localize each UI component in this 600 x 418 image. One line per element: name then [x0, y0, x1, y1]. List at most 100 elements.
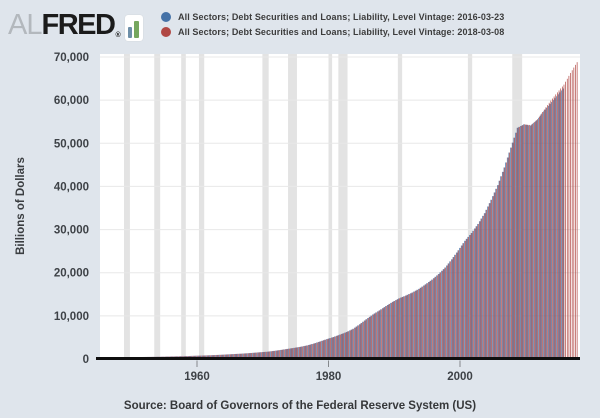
bar-vintage-2018: [537, 119, 539, 359]
bar-vintage-2018: [374, 313, 376, 359]
bar-vintage-2016: [405, 295, 406, 359]
bar-vintage-2018: [318, 341, 320, 359]
recession-band: [467, 54, 473, 359]
bar-vintage-2018: [530, 125, 532, 359]
bar-vintage-2018: [269, 351, 271, 359]
bar-vintage-2018: [532, 123, 534, 359]
bar-vintage-2018: [483, 215, 484, 359]
bar-vintage-2018: [520, 126, 522, 359]
bar-vintage-2018: [282, 349, 284, 359]
bar-vintage-2018: [540, 114, 542, 359]
y-tick-label: 40,000: [54, 181, 89, 193]
bar-vintage-2018: [557, 92, 558, 359]
bar-vintage-2018: [256, 352, 257, 359]
bar-vintage-2018: [547, 105, 548, 359]
bar-vintage-2018: [494, 192, 496, 359]
bar-vintage-2016: [482, 215, 483, 359]
bar-vintage-2016: [360, 323, 362, 359]
bar-vintage-2016: [225, 354, 227, 359]
bar-vintage-2018: [409, 294, 410, 359]
bar-vintage-2016: [419, 287, 421, 359]
bar-vintage-2018: [460, 247, 461, 359]
bar-vintage-2016: [291, 348, 293, 359]
bar-vintage-2018: [428, 281, 430, 359]
bar-vintage-2018: [417, 289, 419, 359]
bar-vintage-2016: [531, 124, 533, 359]
bar-vintage-2016: [533, 122, 534, 359]
bar-vintage-2016: [488, 203, 490, 359]
bar-vintage-2018: [298, 347, 300, 359]
bar-vintage-2018: [338, 335, 340, 359]
source-text: Source: Board of Governors of the Federa…: [123, 400, 477, 412]
bar-vintage-2016: [485, 209, 487, 359]
bar-vintage-2016: [301, 346, 303, 359]
bar-vintage-2018: [358, 325, 359, 359]
bar-vintage-2016: [242, 353, 243, 359]
bar-vintage-2018: [570, 72, 571, 360]
recession-band: [124, 54, 130, 359]
bar-vintage-2018: [499, 180, 501, 359]
bar-vintage-2018: [448, 263, 450, 359]
bar-vintage-2018: [440, 272, 442, 359]
bar-vintage-2016: [273, 350, 275, 359]
bar-vintage-2018: [471, 233, 473, 359]
bar-vintage-2018: [488, 206, 489, 359]
registered-mark: ®: [115, 32, 121, 39]
bar-vintage-2018: [321, 340, 323, 359]
bar-vintage-2016: [268, 351, 270, 359]
bar-vintage-2016: [322, 340, 324, 359]
bar-vintage-2018: [391, 302, 392, 359]
bar-vintage-2018: [486, 209, 488, 359]
bar-vintage-2018: [400, 297, 402, 359]
bar-vintage-2016: [562, 88, 564, 360]
bar-vintage-2016: [534, 121, 536, 359]
bar-vintage-2018: [502, 171, 504, 359]
bar-vintage-2018: [545, 107, 547, 360]
bar-vintage-2016: [406, 294, 408, 359]
bar-vintage-2016: [248, 353, 250, 359]
bar-vintage-2018: [346, 332, 348, 359]
bar-vintage-2018: [405, 295, 407, 359]
bar-vintage-2016: [316, 342, 317, 359]
bar-vintage-2016: [260, 352, 262, 359]
x-tick-label: 2000: [447, 371, 473, 383]
bar-vintage-2018: [468, 236, 469, 359]
bar-vintage-2016: [257, 352, 258, 359]
bar-vintage-2016: [396, 299, 398, 359]
bar-vintage-2018: [308, 344, 310, 359]
bar-vintage-2018: [430, 280, 432, 359]
bar-vintage-2016: [386, 304, 388, 359]
x-tick-label: 1980: [316, 371, 342, 383]
bar-vintage-2016: [276, 350, 278, 359]
bar-vintage-2018: [566, 78, 568, 359]
bar-vintage-2018: [458, 250, 460, 359]
bar-vintage-2016: [495, 188, 497, 359]
bar-vintage-2016: [383, 307, 385, 359]
fred-icon-blue-bar: [128, 27, 133, 38]
bar-vintage-2016: [416, 289, 418, 359]
bar-vintage-2018: [359, 324, 361, 359]
bar-vintage-2016: [298, 347, 299, 359]
bar-vintage-2016: [285, 349, 286, 359]
bar-vintage-2016: [539, 115, 541, 359]
bar-vintage-2016: [362, 321, 363, 359]
bar-vintage-2016: [331, 337, 332, 359]
bar-vintage-2016: [457, 250, 459, 359]
bar-vintage-2016: [296, 347, 298, 359]
bar-vintage-2018: [445, 267, 446, 359]
bar-vintage-2016: [340, 333, 342, 359]
bar-vintage-2016: [431, 279, 432, 359]
bar-vintage-2016: [253, 352, 255, 359]
bar-vintage-2016: [219, 354, 220, 359]
y-tick-label: 30,000: [54, 225, 89, 237]
bar-vintage-2016: [235, 353, 237, 359]
bar-vintage-2018: [542, 112, 543, 359]
bar-vintage-2016: [229, 354, 230, 359]
bar-vintage-2018: [369, 316, 371, 359]
legend-dot-red-icon: [161, 26, 171, 37]
bar-vintage-2018: [353, 328, 354, 359]
bar-vintage-2016: [317, 341, 319, 359]
bar-vintage-2018: [466, 238, 468, 359]
bar-vintage-2018: [529, 124, 530, 359]
